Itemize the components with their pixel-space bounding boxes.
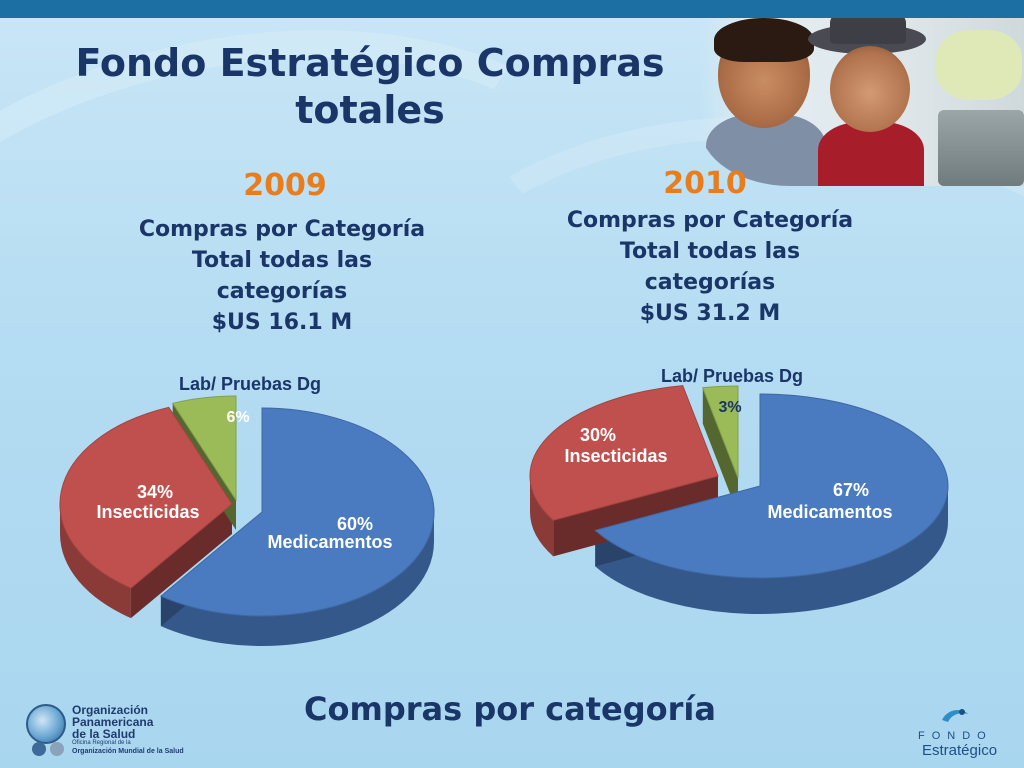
pie-chart-2009: 60%Medicamentos 34%Insecticidas 6% Lab/ Pru… xyxy=(59,374,435,646)
data-label-pct: 6% xyxy=(226,409,249,426)
panel-2010-description: Compras por Categoría Total todas las ca… xyxy=(528,205,892,329)
data-label-pct: 34% xyxy=(137,482,173,502)
slice-Lab/ Pruebas Dg xyxy=(702,385,739,479)
slice-cut-Insecticidas xyxy=(130,504,232,619)
ops-logo-name: Organización Panamericana de la Salud xyxy=(72,704,153,740)
slice-side-Medicamentos xyxy=(160,512,434,646)
panel-2009-desc-line: Total todas las xyxy=(191,248,373,273)
slice-cut-Insecticidas xyxy=(553,476,718,557)
slice-Insecticidas xyxy=(529,385,719,521)
slice-side-Insecticidas xyxy=(530,476,554,557)
estrategico-word: Estratégico xyxy=(922,742,998,759)
fondo-word: FONDO xyxy=(918,730,993,742)
ops-logo: Organización Panamericana de la Salud Of… xyxy=(20,702,210,760)
panel-2009-desc-line: categorías xyxy=(216,279,348,304)
data-label-category: Medicamentos xyxy=(767,502,892,522)
data-label-category: Lab/ Pruebas Dg xyxy=(179,374,321,394)
slice-Medicamentos xyxy=(159,407,435,617)
year-2010-label: 2010 xyxy=(663,166,747,201)
emblem-icon xyxy=(50,742,64,756)
ops-logo-line: de la Salud xyxy=(72,727,136,741)
ops-logo-line: Organización xyxy=(72,703,149,717)
slice-side-Medicamentos xyxy=(595,486,948,614)
slide-title: Fondo Estratégico Compras totales xyxy=(75,41,665,132)
panel-2010-desc-line: Total todas las xyxy=(619,239,801,264)
slice-Medicamentos xyxy=(594,393,949,579)
emblem-icon xyxy=(32,742,46,756)
ops-logo-line: Panamericana xyxy=(72,715,154,729)
slice-Insecticidas xyxy=(59,406,233,589)
data-label-category: Lab/ Pruebas Dg xyxy=(661,366,803,386)
data-label-pct: 3% xyxy=(718,399,741,416)
panel-2009-desc-line: $US 16.1 M xyxy=(211,310,353,335)
panel-2010-desc-line: $US 31.2 M xyxy=(639,301,781,326)
data-label-category: Insecticidas xyxy=(564,446,667,466)
ops-logo-subtitle: Organización Mundial de la Salud xyxy=(72,748,184,755)
data-label-pct: 60% xyxy=(337,514,373,534)
slice-Lab/ Pruebas Dg xyxy=(171,395,237,502)
panel-2010-desc-line: categorías xyxy=(644,270,776,295)
ops-logo-subtitle: Oficina Regional de la xyxy=(72,740,131,746)
swirl-icon xyxy=(942,709,968,722)
pie-chart-2010: 67%Medicamentos 30%Insecticidas 3% Lab/ Pru… xyxy=(529,366,949,614)
data-label-pct: 30% xyxy=(580,425,616,445)
globe-icon xyxy=(26,704,66,744)
data-label-pct: 67% xyxy=(833,480,869,500)
fondo-estrategico-logo: FONDO Estratégico xyxy=(912,706,1012,762)
header-photo xyxy=(700,18,1024,186)
slice-side-Insecticidas xyxy=(59,504,131,619)
top-bar xyxy=(0,0,1024,18)
panel-2009-description: Compras por Categoría Total todas las ca… xyxy=(100,214,464,338)
data-label-category: Medicamentos xyxy=(267,532,392,552)
data-label-category: Insecticidas xyxy=(96,502,199,522)
panel-2010-desc-line: Compras por Categoría xyxy=(566,208,854,233)
panel-2009-desc-line: Compras por Categoría xyxy=(138,217,426,242)
footer-caption: Compras por categoría xyxy=(304,690,716,728)
slice-cut-Lab/ Pruebas Dg xyxy=(702,387,738,514)
year-2009-label: 2009 xyxy=(243,168,327,203)
